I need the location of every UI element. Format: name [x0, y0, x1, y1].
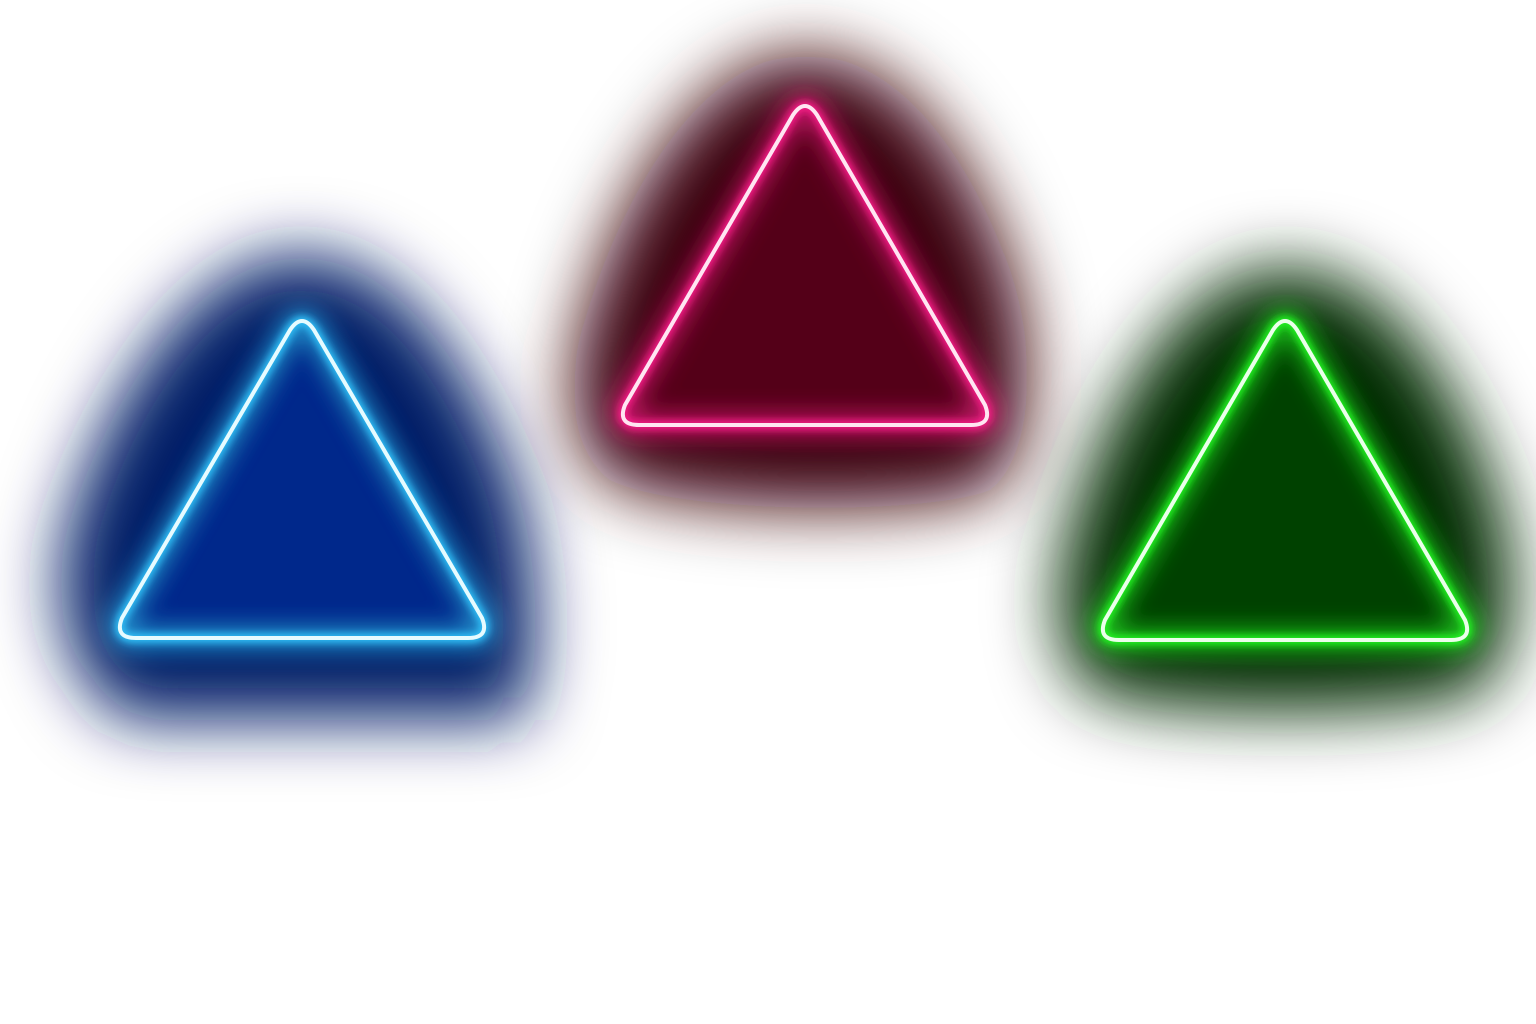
- blue-stroke-core: [117, 319, 487, 640]
- green-stroke-core: [1100, 319, 1470, 642]
- pink-inner-tint: [628, 115, 984, 418]
- blue-neon-triangle: [60, 255, 536, 720]
- blue-inner-tint: [124, 330, 478, 630]
- green-neon-triangle: [1058, 268, 1512, 711]
- pink-neon-triangle: [573, 55, 1028, 508]
- pink-stroke-core: [620, 104, 990, 427]
- green-inner-tint: [1106, 330, 1464, 632]
